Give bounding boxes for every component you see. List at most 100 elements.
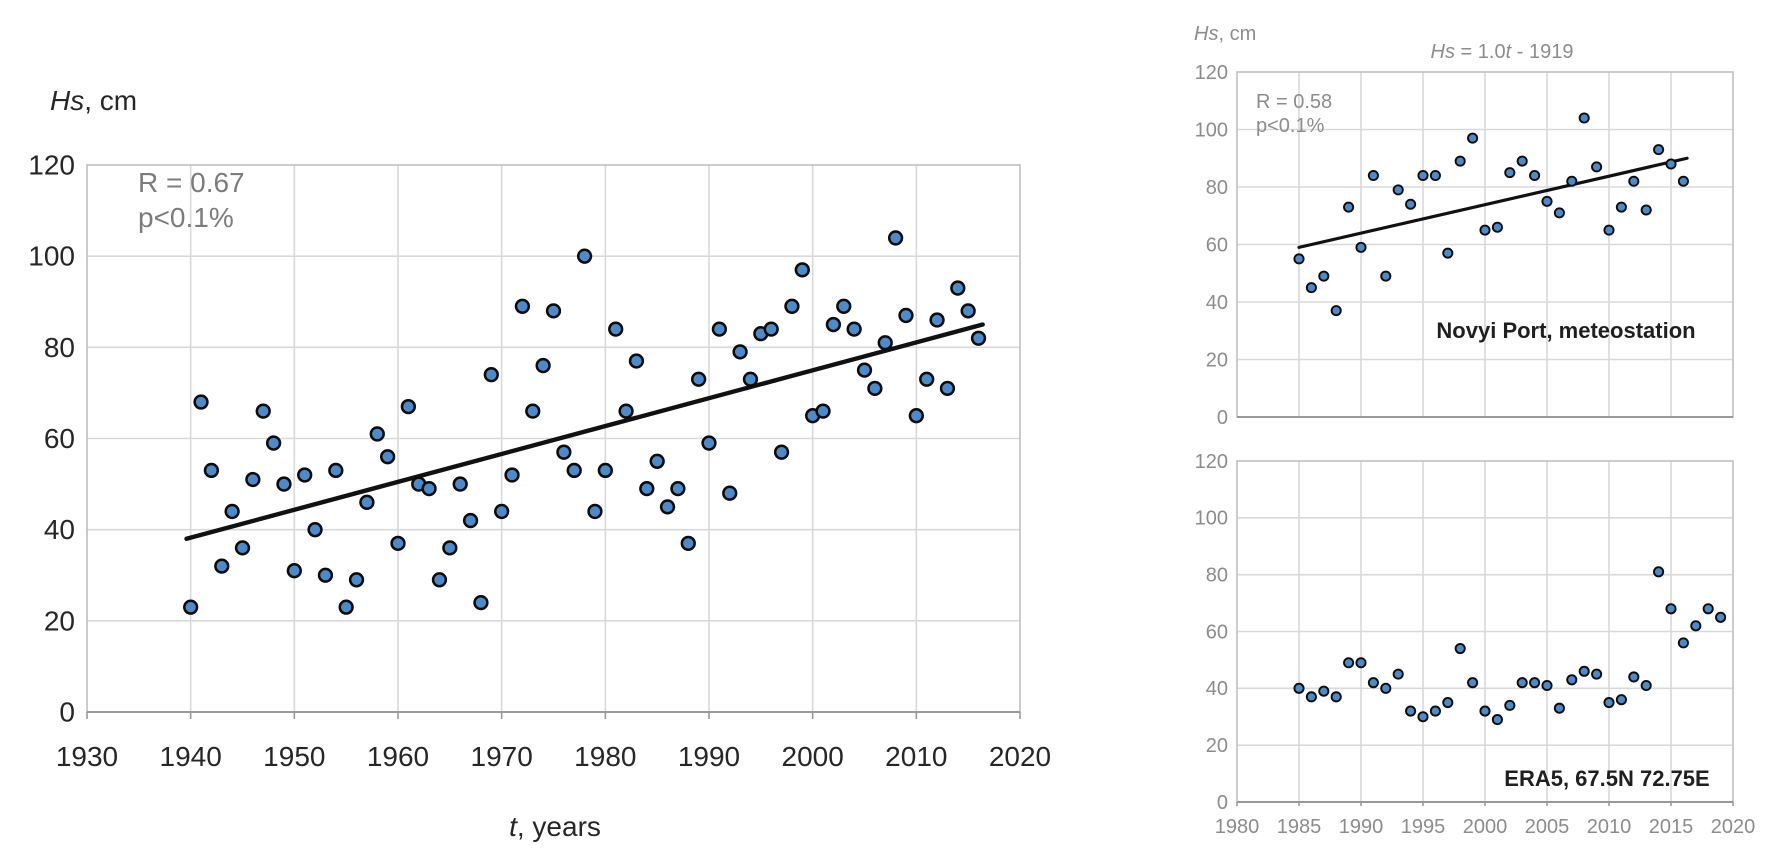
data-point	[1628, 671, 1640, 683]
data-point	[317, 567, 334, 583]
data-point	[1640, 204, 1652, 216]
data-point	[390, 535, 406, 551]
data-point	[1566, 674, 1578, 686]
data-point	[825, 316, 842, 333]
data-point	[576, 248, 593, 264]
data-point	[1665, 158, 1677, 170]
data-point	[1640, 679, 1652, 692]
data-point	[1442, 696, 1454, 709]
data-point	[1491, 714, 1503, 726]
data-point	[1467, 677, 1479, 689]
data-point	[1380, 682, 1392, 694]
data-point	[525, 403, 541, 419]
data-point	[1454, 643, 1466, 655]
y-tick-label: 0	[59, 697, 75, 728]
y-tick-label: 120	[1195, 451, 1228, 473]
data-point	[1479, 224, 1491, 236]
data-point	[483, 367, 499, 383]
data-point	[784, 298, 800, 314]
y-tick-label: 0	[1217, 792, 1228, 814]
y-tick-label: 40	[44, 514, 75, 545]
data-point	[431, 572, 448, 588]
data-point	[255, 403, 271, 419]
data-point	[307, 522, 323, 538]
y-tick-label: 60	[1206, 234, 1228, 256]
data-point	[1429, 705, 1441, 717]
y-tick-label: 100	[1195, 119, 1228, 141]
x-tick-label: 1940	[160, 741, 222, 772]
data-point	[234, 540, 251, 556]
data-point	[887, 230, 904, 246]
data-point	[1293, 682, 1305, 694]
data-point	[1702, 603, 1714, 615]
data-point	[1417, 169, 1429, 182]
data-point	[794, 262, 810, 278]
data-point	[224, 503, 240, 520]
data-point	[1343, 201, 1355, 213]
gridlines	[1237, 72, 1733, 417]
data-point	[929, 312, 945, 328]
data-point	[1417, 711, 1429, 723]
data-point	[1578, 112, 1590, 124]
x-tick-label: 2020	[1711, 816, 1756, 838]
p-annotation: p<0.1%	[1256, 115, 1325, 137]
y-tick-label: 0	[1217, 407, 1228, 429]
data-point	[1690, 620, 1702, 632]
y-axis-title: Hs, cm	[50, 85, 137, 116]
x-tick-label: 1985	[1277, 816, 1322, 838]
data-point	[400, 398, 417, 415]
data-point	[587, 503, 603, 520]
data-point	[618, 403, 634, 419]
data-point	[1343, 657, 1355, 669]
y-tick-label: 60	[1206, 621, 1228, 643]
data-point	[1405, 198, 1417, 210]
y-tick-label: 80	[44, 332, 75, 363]
data-point	[701, 435, 717, 451]
x-tick-label: 1995	[1401, 816, 1446, 838]
data-point	[183, 599, 199, 615]
y-tick-label: 120	[1195, 62, 1228, 84]
data-point	[836, 298, 852, 314]
chart-title-equation: Hs = 1.0t - 1919	[1431, 41, 1574, 63]
data-point	[1615, 694, 1627, 706]
data-point	[1305, 691, 1317, 703]
data-point	[1591, 668, 1603, 680]
data-point	[649, 453, 665, 469]
data-point	[348, 572, 365, 588]
x-tick-label: 2015	[1649, 816, 1694, 838]
data-point	[608, 321, 624, 337]
data-point	[265, 435, 282, 451]
data-point	[1665, 603, 1677, 615]
data-point	[1529, 169, 1541, 182]
data-point	[960, 303, 976, 319]
data-point	[1467, 132, 1479, 144]
data-point	[473, 594, 489, 611]
era5-chart: 1980 1985 1990 1995 2000 2005 2010 2015 2020 0 20 4…	[1195, 451, 1756, 838]
data-point	[566, 462, 582, 479]
data-point	[1355, 657, 1367, 669]
x-tick-label: 2020	[989, 741, 1051, 772]
data-point	[763, 321, 779, 337]
gridlines	[1237, 461, 1733, 802]
data-point	[722, 485, 738, 501]
data-point	[369, 426, 385, 442]
data-point	[815, 403, 831, 419]
data-point	[732, 344, 748, 360]
data-point	[1553, 702, 1565, 714]
data-point	[379, 449, 396, 465]
x-tick-label: 1960	[367, 741, 429, 772]
x-tick-label: 1930	[56, 741, 118, 772]
x-tick-label: 1990	[1339, 816, 1384, 838]
data-point	[1318, 685, 1330, 697]
data-point	[1380, 270, 1392, 282]
data-point	[1615, 201, 1627, 213]
data-point	[514, 298, 531, 314]
data-point	[659, 499, 676, 515]
data-point	[556, 444, 572, 460]
data-point	[877, 335, 893, 351]
data-point	[1653, 144, 1665, 156]
data-point	[1305, 282, 1317, 294]
data-point	[1553, 207, 1565, 219]
x-tick-label: 2000	[782, 741, 844, 772]
